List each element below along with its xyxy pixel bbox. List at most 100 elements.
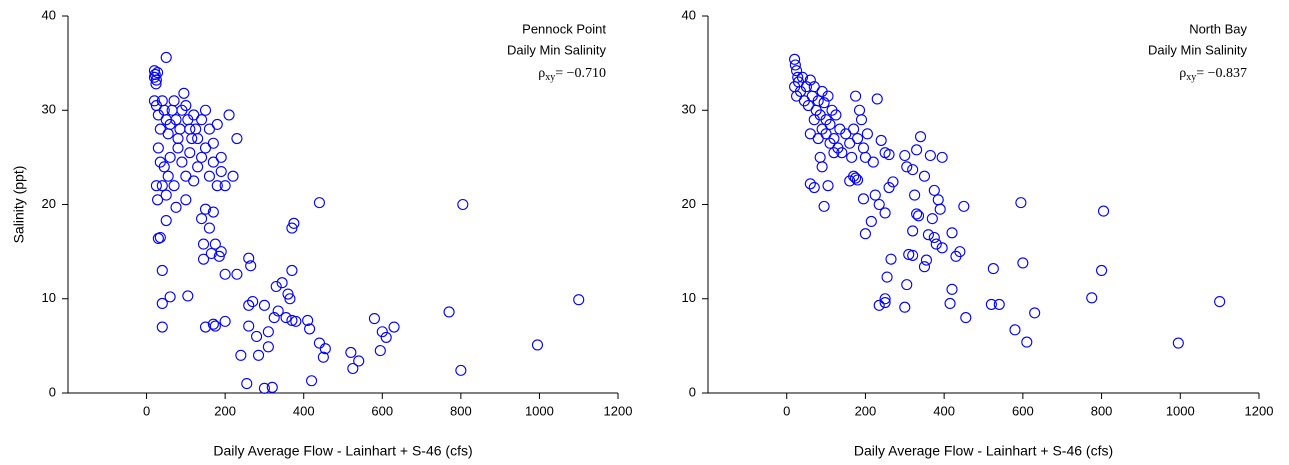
point (243, 252, 255, 264)
point (215, 165, 227, 178)
correlation: ρxy= −0.710 (538, 66, 606, 83)
rho-value: = −0.837 (1196, 66, 1247, 81)
y-tick-label: 30 (42, 102, 56, 117)
point (280, 312, 292, 324)
point (859, 228, 871, 240)
point (1172, 337, 1184, 349)
point (160, 189, 172, 201)
x-tick-label: 0 (783, 403, 790, 418)
point (887, 176, 899, 188)
point (156, 180, 168, 192)
point (852, 174, 864, 186)
point (196, 213, 208, 225)
point (918, 261, 931, 273)
rho-symbol: ρ (1179, 66, 1186, 81)
point (203, 222, 215, 234)
point (930, 238, 942, 250)
point (162, 128, 174, 140)
point (918, 170, 931, 182)
point (911, 208, 923, 220)
point (247, 296, 259, 308)
point (170, 201, 182, 213)
point (944, 297, 956, 310)
point (907, 249, 919, 261)
point (180, 99, 192, 112)
point (899, 301, 911, 313)
point (850, 90, 862, 102)
annotation: North Bay (1189, 21, 1247, 36)
point (262, 341, 274, 353)
y-tick-label: 30 (682, 102, 696, 117)
point (922, 229, 934, 241)
point (457, 198, 469, 211)
point (156, 264, 168, 277)
point (789, 59, 801, 71)
annotation: Pennock Point (522, 21, 606, 36)
correlation: ρxy= −0.837 (1179, 66, 1247, 83)
point (920, 254, 932, 266)
point (1021, 336, 1033, 348)
point (899, 149, 911, 162)
point (166, 104, 178, 116)
point (814, 151, 826, 163)
point (172, 132, 184, 145)
point (879, 296, 891, 309)
point (857, 142, 870, 154)
point (913, 210, 925, 222)
point (223, 109, 235, 121)
point (936, 151, 948, 163)
point (883, 181, 895, 194)
point (946, 283, 958, 295)
point (290, 315, 302, 327)
point (443, 306, 455, 318)
point (197, 253, 210, 265)
point (789, 53, 801, 65)
point (368, 312, 380, 325)
point (192, 161, 204, 173)
point (286, 222, 298, 234)
point (219, 268, 231, 280)
point (818, 97, 830, 109)
point (172, 142, 184, 154)
point (380, 331, 392, 343)
x-tick-label: 1200 (604, 403, 633, 418)
point (313, 337, 325, 349)
point (1017, 257, 1029, 269)
point (276, 277, 288, 289)
point (286, 314, 298, 326)
point (231, 268, 243, 280)
point (934, 203, 946, 215)
annotation: Daily Min Salinity (1148, 42, 1247, 57)
point (822, 90, 834, 102)
point (993, 298, 1005, 310)
point (207, 156, 219, 168)
y-axis-label: Salinity (ppt) (11, 166, 27, 244)
point (266, 381, 278, 393)
point (804, 178, 816, 190)
point (162, 170, 174, 182)
point (192, 132, 204, 145)
x-tick-label: 1000 (1166, 403, 1195, 418)
point (209, 238, 221, 250)
point (903, 248, 915, 261)
point (865, 215, 877, 228)
point (822, 180, 834, 192)
rho-symbol: ρ (538, 66, 545, 81)
point (209, 320, 221, 332)
x-tick-label: 200 (214, 403, 236, 418)
point (164, 151, 176, 163)
x-tick-label: 800 (450, 403, 472, 418)
point (818, 200, 830, 212)
point (958, 200, 970, 212)
point (846, 151, 858, 163)
point (231, 132, 243, 145)
point (268, 312, 280, 324)
x-tick-label: 600 (371, 403, 393, 418)
point (156, 321, 168, 333)
point (376, 326, 388, 338)
point (219, 315, 231, 327)
point (241, 378, 253, 390)
x-tick-label: 800 (1091, 403, 1113, 418)
point (907, 164, 919, 176)
point (197, 238, 210, 250)
